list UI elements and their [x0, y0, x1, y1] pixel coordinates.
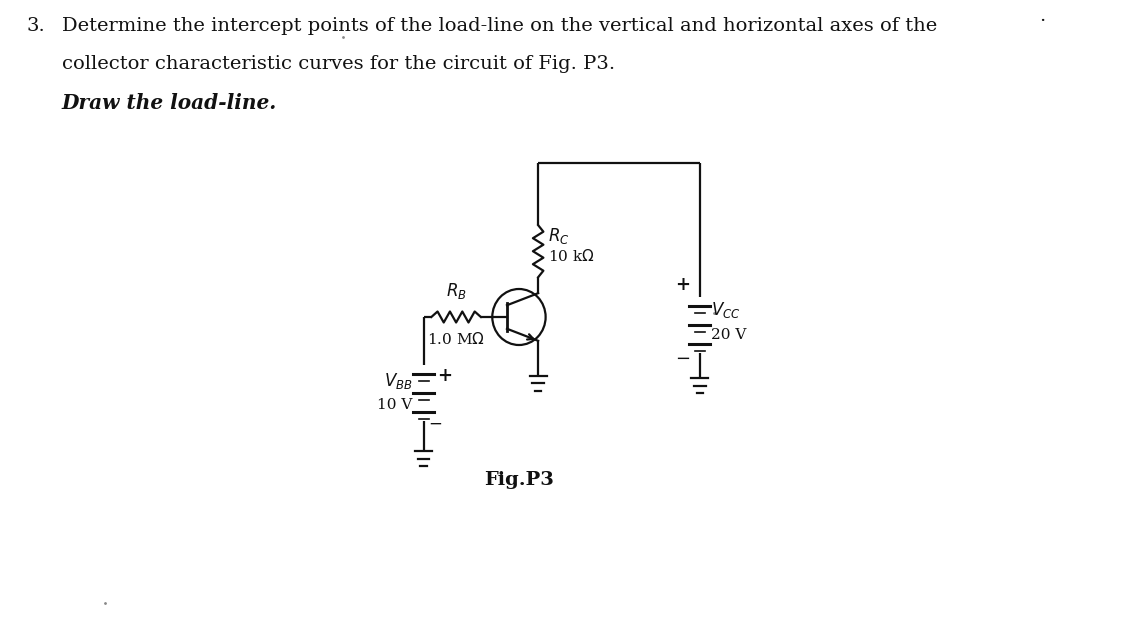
Text: Determine the intercept points of the load-line on the vertical and horizontal a: Determine the intercept points of the lo…	[62, 17, 937, 35]
Text: −: −	[429, 416, 442, 433]
Text: 10 k$\Omega$: 10 k$\Omega$	[548, 248, 594, 264]
Text: $V_{CC}$: $V_{CC}$	[711, 300, 741, 320]
Text: 3.: 3.	[27, 17, 45, 35]
Text: Fig.P3: Fig.P3	[484, 471, 554, 489]
Text: −: −	[675, 350, 691, 368]
Text: 10 V: 10 V	[377, 398, 412, 412]
Text: Draw the load-line.: Draw the load-line.	[62, 93, 277, 113]
Text: +: +	[438, 367, 452, 385]
Text: $R_C$: $R_C$	[548, 226, 569, 246]
Text: $R_B$: $R_B$	[446, 281, 467, 301]
Text: collector characteristic curves for the circuit of Fig. P3.: collector characteristic curves for the …	[62, 55, 615, 73]
Text: 1.0 M$\Omega$: 1.0 M$\Omega$	[428, 331, 485, 347]
Text: $V_{BB}$: $V_{BB}$	[384, 371, 412, 391]
Text: .: .	[1040, 7, 1046, 25]
Text: 20 V: 20 V	[711, 328, 747, 342]
Text: +: +	[675, 276, 691, 294]
